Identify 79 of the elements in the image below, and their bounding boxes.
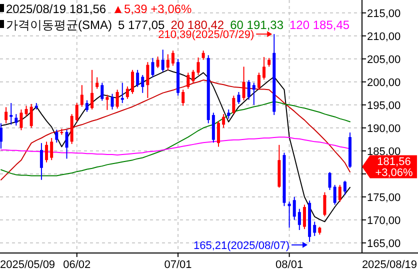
candlestick	[186, 72, 190, 90]
text: 120 185,45	[290, 18, 350, 32]
candlestick	[141, 74, 144, 94]
candlestick	[156, 56, 160, 69]
candlestick	[161, 49, 164, 72]
candlestick	[257, 72, 260, 90]
candlestick	[20, 108, 23, 131]
y-tick-label: 215,00	[367, 8, 401, 20]
candlestick	[40, 142, 43, 180]
candlestick	[30, 103, 33, 128]
candlestick	[55, 129, 58, 144]
candlestick	[75, 102, 78, 122]
candlestick	[166, 54, 170, 71]
annotation: 165,21(2025/08/07)	[194, 240, 290, 252]
candlestick	[227, 108, 230, 120]
candlestick	[146, 62, 150, 98]
candlestick	[50, 138, 54, 161]
text: 5 177,05	[118, 18, 166, 32]
candlestick	[110, 93, 114, 110]
candlestick	[328, 172, 332, 190]
candlestick	[222, 114, 226, 128]
y-tick-label: 165,00	[367, 238, 401, 250]
candlestick	[298, 208, 301, 230]
candlestick	[126, 86, 129, 100]
candlestick	[232, 95, 236, 115]
candlestick	[24, 105, 28, 117]
candlestick	[90, 69, 94, 110]
candlestick	[182, 89, 185, 106]
candlestick	[80, 84, 84, 108]
y-tick-label: 190,00	[367, 122, 401, 135]
candlestick	[4, 106, 8, 124]
candlestick	[10, 102, 13, 126]
candlestick	[302, 204, 306, 230]
candlestick	[292, 196, 296, 220]
y-tick-label: 175,00	[367, 192, 401, 204]
text: 181,56 +3,06%	[375, 156, 414, 180]
chart-subtitle: ▲5,39 +3,06%	[112, 2, 192, 16]
candlestick	[14, 114, 18, 126]
candlestick	[323, 192, 326, 217]
candlestick	[85, 100, 88, 112]
candlestick	[343, 180, 346, 196]
candlestick	[313, 221, 316, 236]
candlestick	[237, 92, 240, 104]
candlestick	[96, 76, 99, 90]
candlestick	[242, 66, 246, 101]
text: 2025/05/09	[0, 259, 56, 271]
y-tick-label: 205,00	[367, 54, 401, 66]
annotation: 210,39(2025/07/29)	[158, 29, 254, 42]
y-tick-label: 210,00	[367, 30, 401, 43]
candlestick	[262, 56, 266, 80]
candlestick	[136, 69, 140, 88]
candlestick	[131, 69, 134, 94]
x-tick-label: 07/01	[164, 259, 192, 271]
candlestick	[192, 69, 195, 84]
candlestick	[0, 122, 2, 150]
candlestick	[247, 80, 250, 100]
y-tick-label: 195,00	[367, 100, 401, 112]
candlestick	[106, 94, 109, 110]
text: 2025/08/19	[362, 259, 417, 271]
candlestick	[338, 184, 342, 202]
x-tick-label: 08/01	[276, 259, 304, 271]
candlestick	[216, 120, 220, 148]
chart-title: 2025/08/19 181,56	[6, 2, 106, 16]
candlestick	[202, 50, 205, 60]
candlestick	[333, 184, 336, 206]
candlestick	[171, 50, 174, 66]
candlestick	[116, 89, 119, 110]
x-tick-label: 06/02	[63, 259, 91, 271]
y-tick-label: 185,00	[367, 146, 401, 158]
candlestick	[196, 57, 200, 76]
candlestick	[65, 129, 68, 160]
y-tick-label: 170,00	[367, 214, 401, 227]
candlestick	[252, 82, 256, 106]
candlestick	[100, 82, 104, 102]
legend-title: 가격이동평균(SMA)	[6, 18, 112, 32]
candlestick	[45, 141, 48, 163]
y-tick-label: 200,00	[367, 76, 401, 89]
candlestick	[120, 82, 124, 104]
candlestick	[151, 57, 154, 78]
